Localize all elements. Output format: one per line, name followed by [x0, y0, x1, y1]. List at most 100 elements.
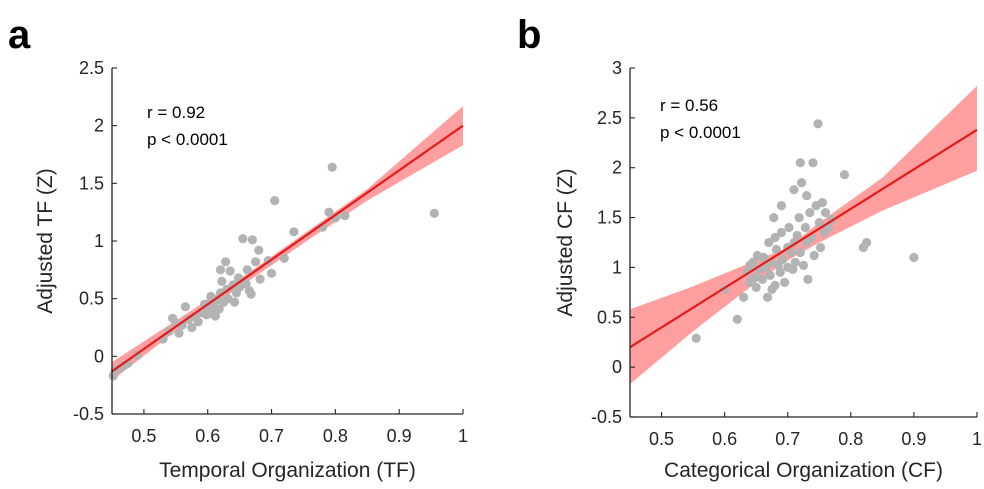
y-tick-label: 2 — [612, 158, 622, 178]
data-point — [750, 272, 760, 282]
data-point — [839, 170, 850, 180]
x-tick-label: 0.7 — [775, 429, 800, 449]
regression-line — [629, 128, 978, 349]
stat-annotation: p < 0.0001 — [660, 123, 741, 142]
x-tick-label: 0.5 — [131, 426, 156, 446]
x-tick-label: 0.6 — [195, 426, 220, 446]
data-point — [769, 213, 779, 223]
data-point — [217, 276, 227, 286]
panel-letter: a — [8, 13, 31, 57]
data-point — [821, 208, 831, 218]
data-point — [792, 230, 802, 241]
data-point — [786, 247, 796, 258]
x-axis-label: Temporal Organization (TF) — [159, 459, 416, 482]
y-axis-label: Adjusted CF (Z) — [554, 168, 577, 316]
panel-letter: b — [517, 13, 541, 57]
data-point — [270, 196, 280, 206]
data-point — [776, 227, 787, 238]
data-point — [221, 257, 231, 267]
data-point — [813, 119, 823, 129]
x-tick-label: 0.9 — [387, 426, 412, 446]
data-point — [174, 328, 184, 338]
data-point — [771, 244, 782, 255]
data-point — [289, 227, 299, 237]
y-tick-label: 1.5 — [597, 208, 622, 228]
data-point — [759, 252, 769, 263]
data-point — [770, 232, 780, 243]
data-point — [247, 235, 257, 245]
y-tick-label: 0.5 — [79, 289, 104, 309]
y-tick-label: 3 — [612, 58, 622, 78]
data-point — [229, 297, 240, 307]
data-point — [210, 311, 220, 321]
x-tick-label: 0.9 — [901, 429, 926, 449]
data-point — [215, 265, 226, 275]
data-point — [241, 279, 251, 289]
data-point — [751, 282, 761, 292]
stat-annotation: p < 0.0001 — [147, 130, 228, 149]
data-point — [762, 292, 773, 302]
data-point — [808, 158, 818, 168]
regression-line — [111, 124, 464, 373]
y-tick-label: 2.5 — [79, 58, 104, 78]
stat-annotation: r = 0.56 — [660, 96, 718, 115]
y-tick-label: 2 — [94, 116, 104, 136]
data-point — [429, 208, 439, 218]
x-tick-label: 0.8 — [838, 429, 863, 449]
data-point — [770, 280, 780, 290]
data-point — [788, 264, 798, 274]
x-tick-label: 0.6 — [712, 429, 737, 449]
data-point — [817, 198, 828, 208]
y-tick-label: -0.5 — [591, 407, 622, 427]
y-tick-label: 1 — [612, 257, 622, 277]
data-point — [761, 262, 771, 272]
data-point — [805, 208, 815, 218]
x-tick-label: 0.5 — [649, 429, 674, 449]
y-tick-label: -0.5 — [73, 404, 104, 424]
y-axis-label: Adjusted TF (Z) — [34, 168, 57, 313]
y-tick-label: 0.5 — [597, 307, 622, 327]
data-point — [732, 314, 742, 324]
x-tick-label: 1 — [972, 429, 982, 449]
data-point — [798, 260, 809, 270]
data-point — [795, 247, 805, 258]
data-point — [780, 277, 790, 287]
data-point — [757, 274, 768, 284]
data-point — [862, 237, 872, 248]
data-point — [790, 257, 800, 267]
data-point — [242, 265, 252, 275]
data-point — [803, 274, 813, 284]
data-point — [789, 185, 799, 195]
data-point — [187, 322, 197, 333]
data-point — [180, 302, 190, 312]
panel-a: a 0.5 0.6 0.7 0.8 0.9 1 -0.5 0 0.5 1 1.5 2 2.5 Tempora… — [8, 13, 468, 482]
data-point — [802, 191, 812, 201]
x-tick-label: 0.7 — [259, 426, 284, 446]
data-point — [815, 242, 826, 253]
data-point — [340, 211, 350, 221]
data-point — [775, 267, 785, 277]
panel-b: b 0.5 0.6 0.7 0.8 0.9 1 -0.5 0 0.5 1 1.5 2 2.5 3 Catego… — [517, 13, 982, 482]
data-point — [794, 213, 804, 223]
y-tick-label: 1 — [94, 231, 104, 251]
data-point — [246, 289, 256, 299]
data-point — [784, 222, 794, 233]
data-point — [814, 218, 824, 228]
data-point — [691, 333, 701, 343]
data-point — [809, 250, 819, 261]
data-point — [800, 222, 811, 233]
x-axis-label: Categorical Organization (CF) — [664, 459, 943, 482]
data-point — [279, 253, 289, 263]
y-tick-label: 0 — [612, 357, 622, 377]
x-tick-label: 1 — [458, 426, 468, 446]
data-point — [266, 268, 277, 278]
data-point — [778, 254, 788, 265]
data-point — [739, 292, 749, 302]
data-point — [254, 245, 264, 255]
data-point — [251, 257, 261, 267]
data-point — [765, 270, 775, 280]
stat-annotation: r = 0.92 — [147, 103, 205, 122]
y-tick-label: 0 — [94, 346, 104, 366]
data-point — [327, 162, 337, 172]
